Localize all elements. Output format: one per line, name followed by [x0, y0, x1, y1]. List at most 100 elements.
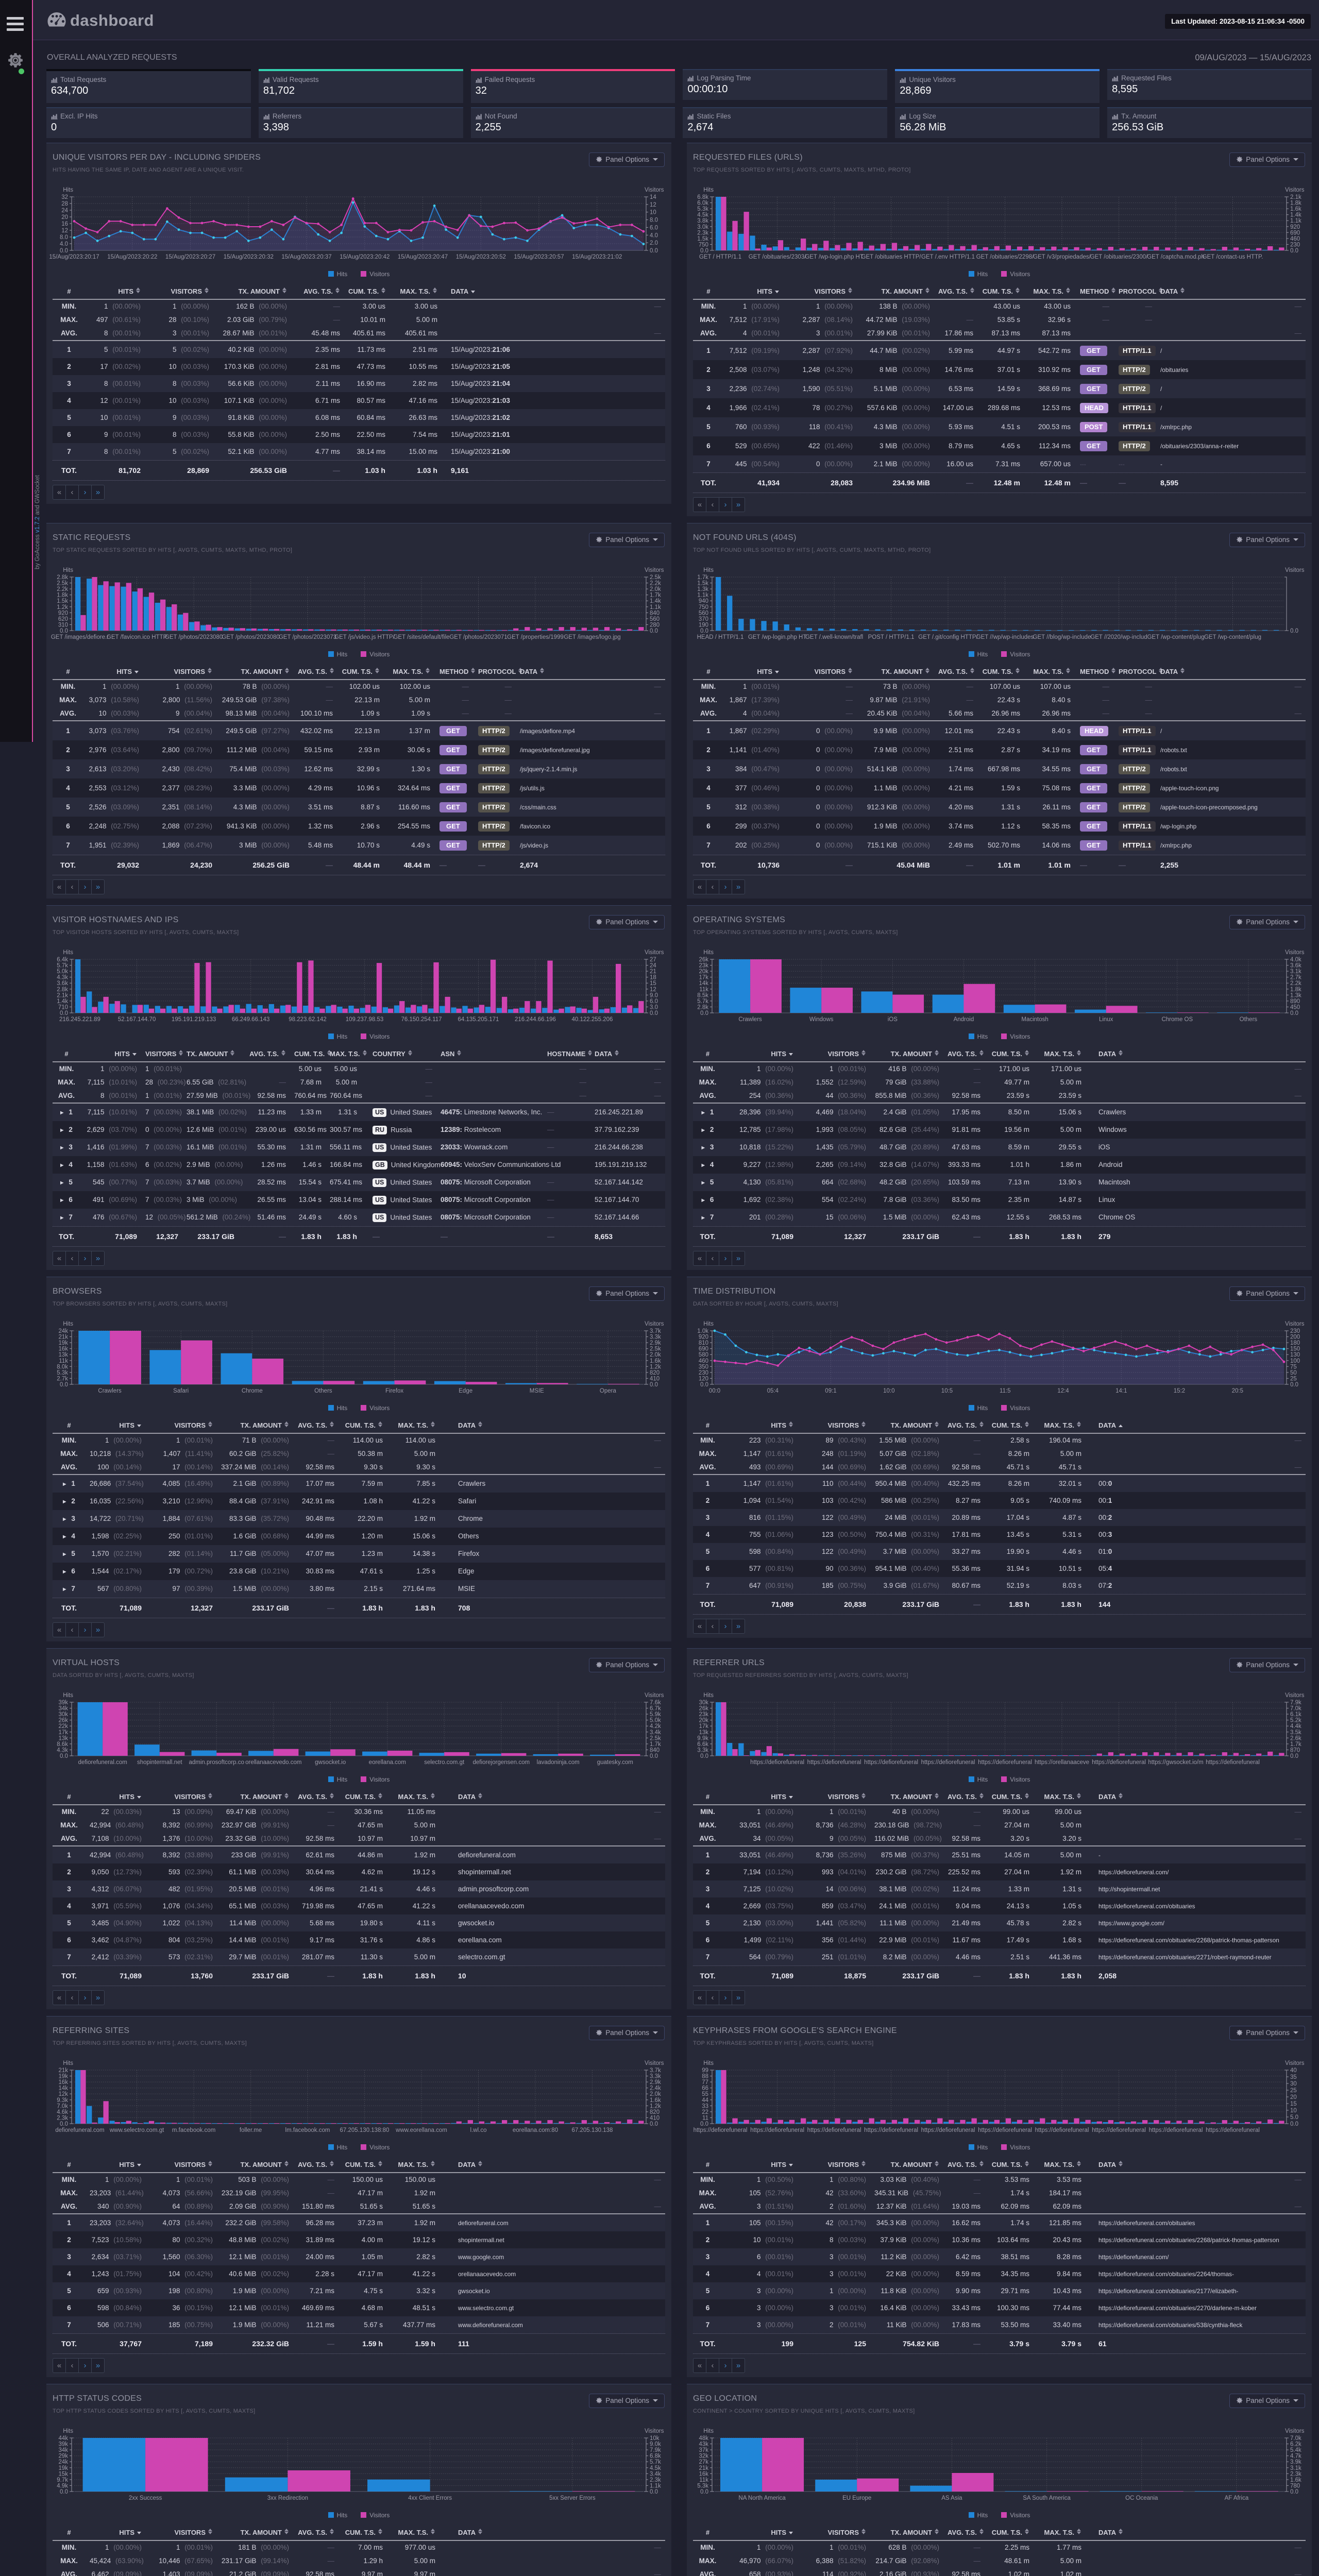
svg-text:3.0k: 3.0k	[697, 224, 708, 230]
svg-text:8.0: 8.0	[60, 234, 68, 241]
svg-text:Hits: Hits	[63, 2428, 73, 2434]
svg-text:7.9k: 7.9k	[650, 2447, 661, 2453]
svg-text:13k: 13k	[58, 1735, 68, 1741]
svg-text:1.7k: 1.7k	[1290, 1741, 1301, 1748]
svg-text:14k: 14k	[699, 980, 708, 987]
svg-text:1.2k: 1.2k	[650, 2103, 661, 2109]
svg-text:0.0: 0.0	[1290, 1753, 1298, 1759]
svg-text:GET /js/video.js HTTP/: GET /js/video.js HTTP/	[334, 634, 395, 640]
svg-text:https://orellanaaceve: https://orellanaaceve	[1035, 1759, 1089, 1766]
svg-text:5xx Server Errors: 5xx Server Errors	[549, 2495, 596, 2501]
svg-text:1.6k: 1.6k	[650, 2097, 661, 2104]
svg-text:orellanaacevedo.com: orellanaacevedo.com	[245, 1759, 301, 1766]
svg-text:Visitors: Visitors	[645, 567, 664, 573]
svg-text:1.1k: 1.1k	[1290, 218, 1301, 224]
svg-text:2.2k: 2.2k	[57, 586, 68, 592]
svg-text:0.0: 0.0	[60, 2121, 68, 2127]
svg-text:Hits: Hits	[703, 950, 714, 956]
svg-text:10: 10	[650, 210, 656, 216]
svg-text:2.5k: 2.5k	[650, 574, 661, 581]
svg-text:940: 940	[699, 598, 708, 604]
svg-text:50: 50	[1290, 1370, 1297, 1376]
svg-text:https://defiorefuneral: https://defiorefuneral	[1206, 2127, 1260, 2133]
svg-text:https://defiorefuneral: https://defiorefuneral	[1092, 1759, 1146, 1766]
svg-text:12: 12	[650, 202, 656, 208]
svg-text:24k: 24k	[58, 2459, 68, 2465]
svg-text:10:0: 10:0	[883, 1388, 894, 1394]
svg-text:4.4k: 4.4k	[1290, 1723, 1301, 1730]
svg-text:750: 750	[699, 604, 708, 611]
svg-text:https://defiorefuneral: https://defiorefuneral	[807, 1759, 861, 1766]
svg-text:66.249.66.143: 66.249.66.143	[232, 1016, 270, 1023]
svg-text:3.1k: 3.1k	[1290, 2465, 1301, 2471]
svg-text:3.3k: 3.3k	[650, 2074, 661, 2080]
svg-text:6.6k: 6.6k	[697, 1741, 708, 1748]
svg-text:6.0: 6.0	[650, 225, 658, 231]
svg-text:15/Aug/2023:20:32: 15/Aug/2023:20:32	[224, 254, 274, 260]
svg-text:30: 30	[1290, 2081, 1297, 2087]
svg-text:Hits: Hits	[703, 187, 714, 193]
svg-text:0.0: 0.0	[650, 2489, 658, 2495]
svg-text:39k: 39k	[58, 2442, 68, 2448]
svg-text:216.244.66.196: 216.244.66.196	[515, 1016, 556, 1023]
svg-text:216.245.221.89: 216.245.221.89	[59, 1016, 100, 1023]
svg-text:0.0: 0.0	[60, 248, 68, 254]
svg-text:5.7k: 5.7k	[697, 998, 708, 1005]
svg-text:Hits: Hits	[63, 567, 73, 573]
svg-text:11k: 11k	[699, 987, 708, 993]
svg-text:0.0: 0.0	[700, 1382, 708, 1388]
svg-text:GET /obituaries/2303/: GET /obituaries/2303/	[749, 254, 806, 260]
svg-text:11:5: 11:5	[1000, 1388, 1011, 1394]
svg-text:https://defiorefuneral: https://defiorefuneral	[921, 2127, 975, 2133]
svg-text:https://defiorefuneral: https://defiorefuneral	[864, 1759, 918, 1766]
svg-text:1.6k: 1.6k	[1290, 206, 1301, 212]
svg-text:www.selectro.com.gt: www.selectro.com.gt	[109, 2127, 164, 2133]
svg-text:6.0k: 6.0k	[697, 200, 708, 207]
svg-text:890: 890	[1290, 998, 1300, 1005]
svg-text:2.0: 2.0	[650, 240, 658, 246]
svg-text:32k: 32k	[699, 2453, 708, 2460]
svg-text:15k: 15k	[58, 2471, 68, 2477]
svg-text:0.0: 0.0	[1290, 2489, 1298, 2495]
svg-text:17k: 17k	[58, 1730, 68, 1736]
svg-text:24: 24	[650, 963, 656, 969]
svg-text:GET /photos/2023071: GET /photos/2023071	[449, 634, 507, 640]
svg-text:15/Aug/2023:20:27: 15/Aug/2023:20:27	[165, 254, 215, 260]
svg-text:HEAD / HTTP/1.1: HEAD / HTTP/1.1	[697, 634, 744, 640]
svg-text:6.0: 6.0	[650, 998, 658, 1005]
svg-text:https://defiorefuneral: https://defiorefuneral	[694, 2127, 748, 2133]
svg-text:GET / HTTP/1.1: GET / HTTP/1.1	[699, 254, 741, 260]
svg-text:0.0: 0.0	[700, 628, 708, 634]
svg-text:0.0: 0.0	[60, 2489, 68, 2495]
svg-text:3.7k: 3.7k	[650, 2067, 661, 2074]
svg-text:2.9k: 2.9k	[650, 2079, 661, 2086]
svg-text:3.0: 3.0	[650, 1004, 658, 1010]
svg-text:GET /photos/2023080: GET /photos/2023080	[222, 634, 279, 640]
svg-text:3xx Redirection: 3xx Redirection	[267, 2495, 308, 2501]
svg-text:560: 560	[699, 610, 708, 616]
svg-text:Edge: Edge	[459, 1388, 472, 1394]
svg-text:17k: 17k	[699, 975, 708, 981]
svg-text:15/Aug/2023:20:57: 15/Aug/2023:20:57	[514, 254, 564, 260]
svg-text:Hits: Hits	[63, 187, 73, 193]
svg-text:0.0: 0.0	[650, 1753, 658, 1759]
svg-text:200: 200	[1290, 1334, 1300, 1341]
svg-text:2.2k: 2.2k	[650, 581, 661, 587]
svg-text:20k: 20k	[699, 969, 708, 975]
svg-text:9.0k: 9.0k	[650, 2442, 661, 2448]
svg-text:Visitors: Visitors	[645, 1321, 664, 1327]
svg-text:44: 44	[702, 2097, 708, 2104]
svg-text:https://defiorefuneral: https://defiorefuneral	[807, 2127, 861, 2133]
svg-text:7.6k: 7.6k	[650, 1700, 661, 1706]
svg-text:GET //blog/wp-include: GET //blog/wp-include	[1033, 634, 1091, 640]
svg-text:100: 100	[1290, 1358, 1300, 1364]
svg-text:GET /wp-content/plug: GET /wp-content/plug	[1204, 634, 1261, 640]
svg-text:GET /images/defiore.r: GET /images/defiore.r	[51, 634, 109, 640]
svg-text:34k: 34k	[58, 2447, 68, 2453]
svg-text:admin.prosoftcorp.co: admin.prosoftcorp.co	[189, 1759, 244, 1766]
svg-text:2.5k: 2.5k	[57, 581, 68, 587]
svg-text:1.8k: 1.8k	[1290, 200, 1301, 207]
svg-text:4.0: 4.0	[650, 232, 658, 239]
svg-text:Visitors: Visitors	[1285, 2060, 1305, 2066]
svg-text:560: 560	[650, 616, 660, 622]
